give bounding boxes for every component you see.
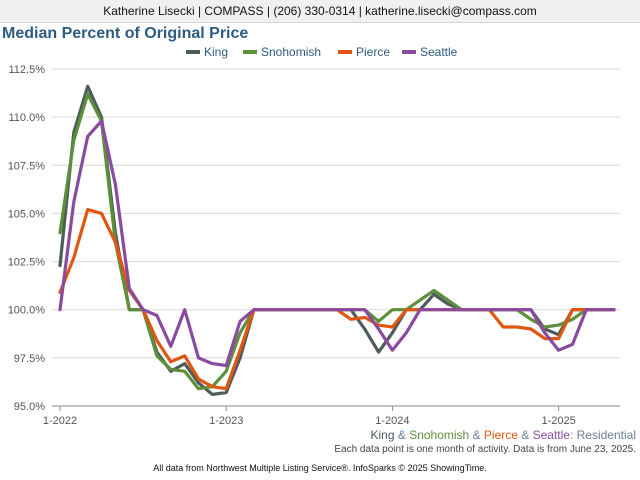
legend-label-seattle: Seattle xyxy=(420,45,458,59)
y-tick-label: 97.5% xyxy=(14,353,45,365)
chart-title: Median Percent of Original Price xyxy=(2,25,249,42)
x-tick-label: 1-2024 xyxy=(375,415,409,427)
y-tick-label: 95.0% xyxy=(14,401,45,413)
y-tick-label: 105.0% xyxy=(8,208,46,220)
y-tick-label: 112.5% xyxy=(9,64,46,76)
series-line-snohomish xyxy=(58,92,616,391)
legend-label-king: King xyxy=(204,45,228,59)
series-line-pierce xyxy=(58,208,616,391)
data-source: All data from Northwest Multiple Listing… xyxy=(153,463,487,473)
y-axis-ticks: 95.0% 97.5% 100.0% 102.5% 105.0% 107.5% 110.0%… xyxy=(8,64,46,413)
x-tick-label: 1-2025 xyxy=(541,415,575,427)
legend: King Snohomish Pierce Seattle xyxy=(186,45,458,59)
caption-sep: & xyxy=(517,428,533,442)
series-caption: King & Snohomish & Pierce & Seattle: Res… xyxy=(370,428,636,442)
legend-label-pierce: Pierce xyxy=(356,45,390,59)
caption-king: King xyxy=(370,428,395,442)
caption-sep: & xyxy=(469,428,484,442)
series-line-king xyxy=(58,84,616,396)
caption-suffix: : Residential xyxy=(569,428,636,442)
caption-pierce: Pierce xyxy=(483,428,518,442)
caption-snohomish: Snohomish xyxy=(409,428,470,442)
legend-label-snohomish: Snohomish xyxy=(261,45,321,59)
series-line-seattle xyxy=(58,119,616,368)
y-tick-label: 100.0% xyxy=(8,305,46,317)
y-tick-label: 102.5% xyxy=(8,257,46,269)
contact-header: Katherine Lisecki | COMPASS | (206) 330-… xyxy=(0,0,640,23)
y-tick-label: 107.5% xyxy=(8,160,46,172)
caption-sep: & xyxy=(394,428,410,442)
grid-lines xyxy=(52,68,620,407)
x-tick-label: 1-2022 xyxy=(43,415,77,427)
x-axis: 1-2022 1-2023 1-2024 1-2025 xyxy=(43,405,620,427)
y-tick-label: 110.0% xyxy=(9,112,46,124)
chart-footnote: Each data point is one month of activity… xyxy=(334,444,636,455)
caption-seattle: Seattle xyxy=(532,428,570,442)
series-lines xyxy=(58,84,616,396)
x-tick-label: 1-2023 xyxy=(209,415,243,427)
